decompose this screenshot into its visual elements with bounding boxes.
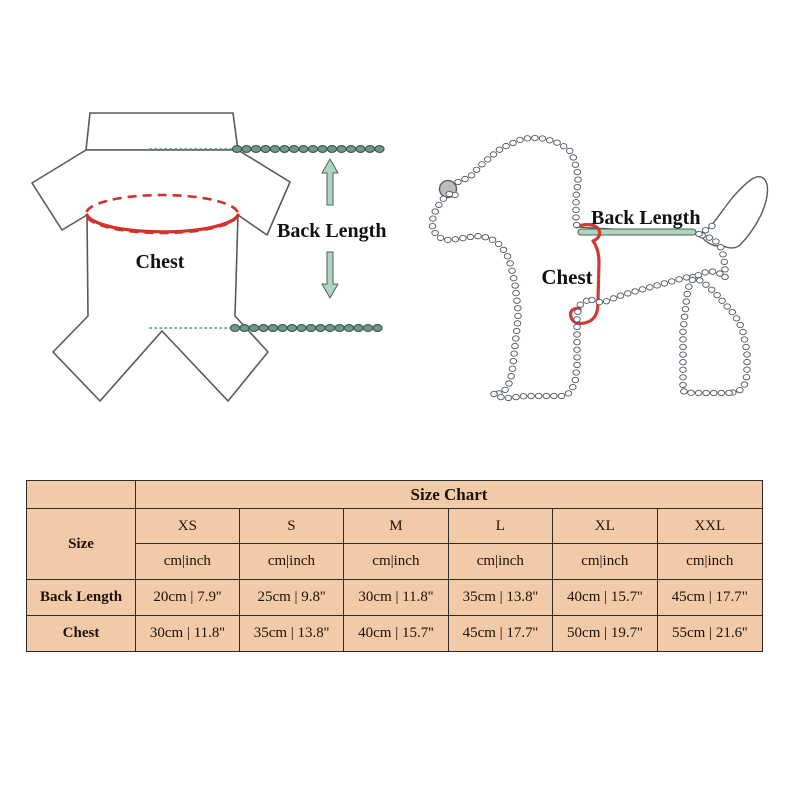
svg-text:Back Length: Back Length — [277, 220, 386, 242]
svg-text:Chest: Chest — [136, 251, 185, 273]
svg-text:Chest: Chest — [541, 265, 592, 289]
svg-text:Back Length: Back Length — [591, 207, 700, 229]
